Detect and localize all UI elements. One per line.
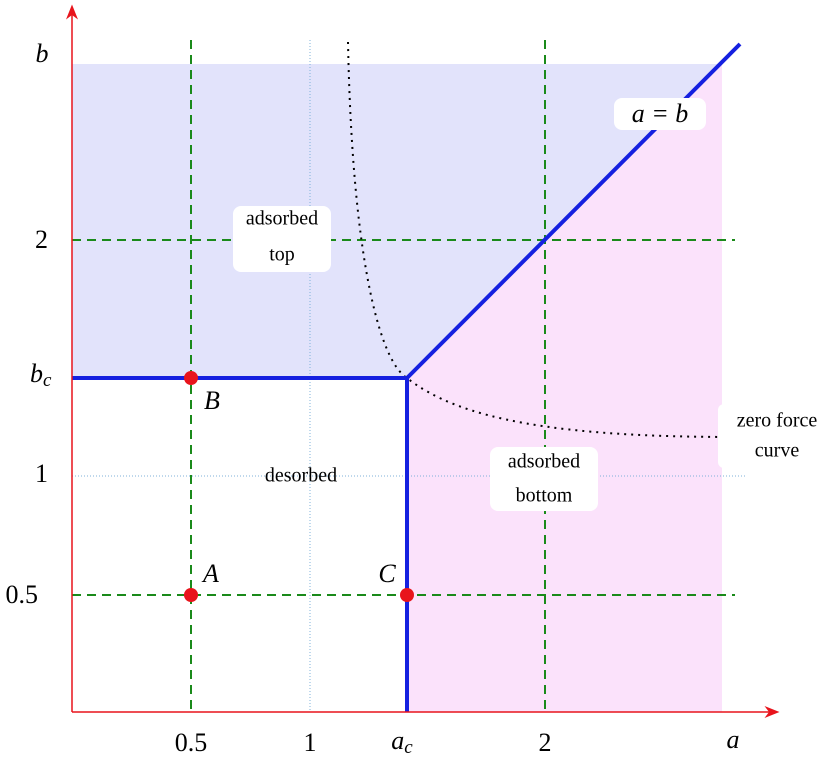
- label-boxes: [233, 98, 836, 511]
- point-label: B: [204, 386, 220, 415]
- x-tick: ac: [391, 726, 413, 758]
- zero-force-curve: [347, 41, 736, 438]
- point-label: A: [201, 559, 219, 588]
- point-label: C: [378, 559, 396, 588]
- y-tick: 1: [35, 459, 48, 488]
- y-axis-label: b: [36, 39, 49, 68]
- y-tick: bc: [30, 359, 52, 391]
- x-tick: 0.5: [175, 728, 208, 757]
- points: [184, 371, 414, 602]
- region-label: adsorbed: [246, 208, 318, 230]
- region-label: bottom: [516, 485, 573, 507]
- region-label: desorbed: [265, 465, 337, 487]
- y-tick: 0.5: [6, 580, 39, 609]
- x-tick: 1: [304, 728, 317, 757]
- curve-label: a = b: [632, 99, 689, 128]
- region-label: top: [269, 244, 295, 266]
- curve-label: curve: [755, 440, 800, 462]
- region-label: adsorbed: [508, 451, 580, 473]
- x-axis-label: a: [727, 725, 740, 754]
- region-top: [72, 64, 721, 378]
- curve-label: zero force: [737, 410, 818, 432]
- y-tick: 2: [35, 225, 48, 254]
- region-bottom: [407, 64, 722, 712]
- x-tick: 2: [539, 728, 552, 757]
